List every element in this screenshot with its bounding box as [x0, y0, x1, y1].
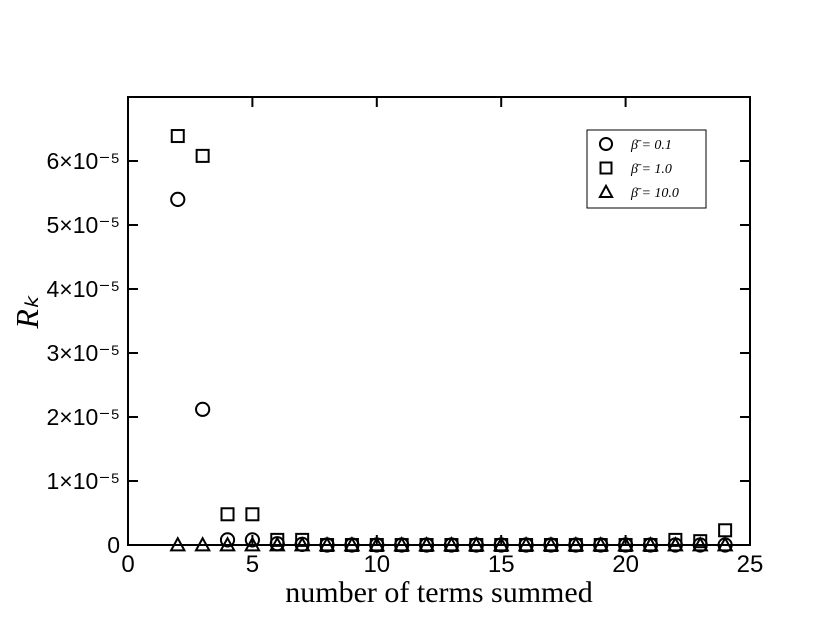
- triangle-marker: [393, 536, 411, 552]
- square-marker: [693, 534, 708, 549]
- circle-marker: [170, 191, 186, 207]
- x-tick-label: 5: [246, 551, 259, 578]
- circle-marker: [219, 532, 236, 548]
- x-tick-label: 25: [737, 551, 764, 578]
- y-tick-label: 0: [107, 532, 120, 558]
- legend-label: β̄ = 0.1: [630, 138, 672, 153]
- legend-box: [586, 129, 707, 209]
- triangle-marker: [194, 536, 211, 552]
- x-tick-label: 15: [488, 551, 515, 578]
- legend-label: β̄ = 10.0: [630, 186, 679, 201]
- legend-marker: [598, 136, 614, 152]
- y-tick-label: 3×10⁻⁵: [47, 340, 120, 366]
- legend-marker: [598, 183, 614, 198]
- triangle-marker: [293, 536, 311, 552]
- square-marker: [170, 129, 185, 144]
- plot-frame: [127, 96, 751, 546]
- circle-marker: [195, 401, 211, 417]
- triangle-marker: [443, 536, 460, 552]
- x-tick-label: 10: [363, 551, 390, 578]
- y-tick-label: 6×10⁻⁵: [47, 148, 120, 174]
- triangle-marker: [343, 536, 361, 552]
- y-tick-label: 2×10⁻⁵: [47, 404, 120, 430]
- triangle-marker: [716, 536, 734, 552]
- y-tick-label: 4×10⁻⁵: [47, 276, 120, 302]
- legend-label: β̄ = 1.0: [630, 162, 672, 177]
- x-tick-label: 0: [121, 551, 134, 578]
- square-marker: [195, 148, 210, 163]
- y-tick-label: 5×10⁻⁵: [47, 212, 120, 238]
- triangle-marker: [318, 536, 336, 552]
- triangle-marker: [691, 536, 709, 552]
- triangle-marker: [169, 536, 187, 552]
- triangle-marker: [517, 536, 535, 552]
- legend-marker: [599, 161, 613, 175]
- triangle-marker: [617, 536, 634, 552]
- square-marker: [668, 532, 683, 547]
- triangle-marker: [492, 536, 510, 552]
- x-tick-label: 20: [612, 551, 639, 578]
- triangle-marker: [567, 536, 585, 552]
- triangle-marker: [268, 536, 286, 552]
- triangle-marker: [219, 536, 236, 552]
- triangle-marker: [418, 536, 435, 552]
- square-marker: [718, 523, 733, 538]
- y-axis-label: Rₖ: [9, 295, 45, 330]
- triangle-marker: [368, 536, 386, 552]
- x-axis-label: number of terms summed: [285, 576, 592, 609]
- square-marker: [295, 532, 310, 547]
- triangle-marker: [642, 536, 659, 552]
- triangle-marker: [467, 536, 485, 552]
- triangle-marker: [244, 536, 261, 552]
- circle-marker: [244, 532, 260, 548]
- square-marker: [270, 532, 285, 547]
- square-marker: [220, 507, 235, 522]
- square-marker: [245, 507, 260, 522]
- triangle-marker: [667, 536, 684, 552]
- triangle-marker: [542, 536, 560, 552]
- y-tick-label: 1×10⁻⁵: [47, 468, 120, 494]
- triangle-marker: [592, 536, 610, 552]
